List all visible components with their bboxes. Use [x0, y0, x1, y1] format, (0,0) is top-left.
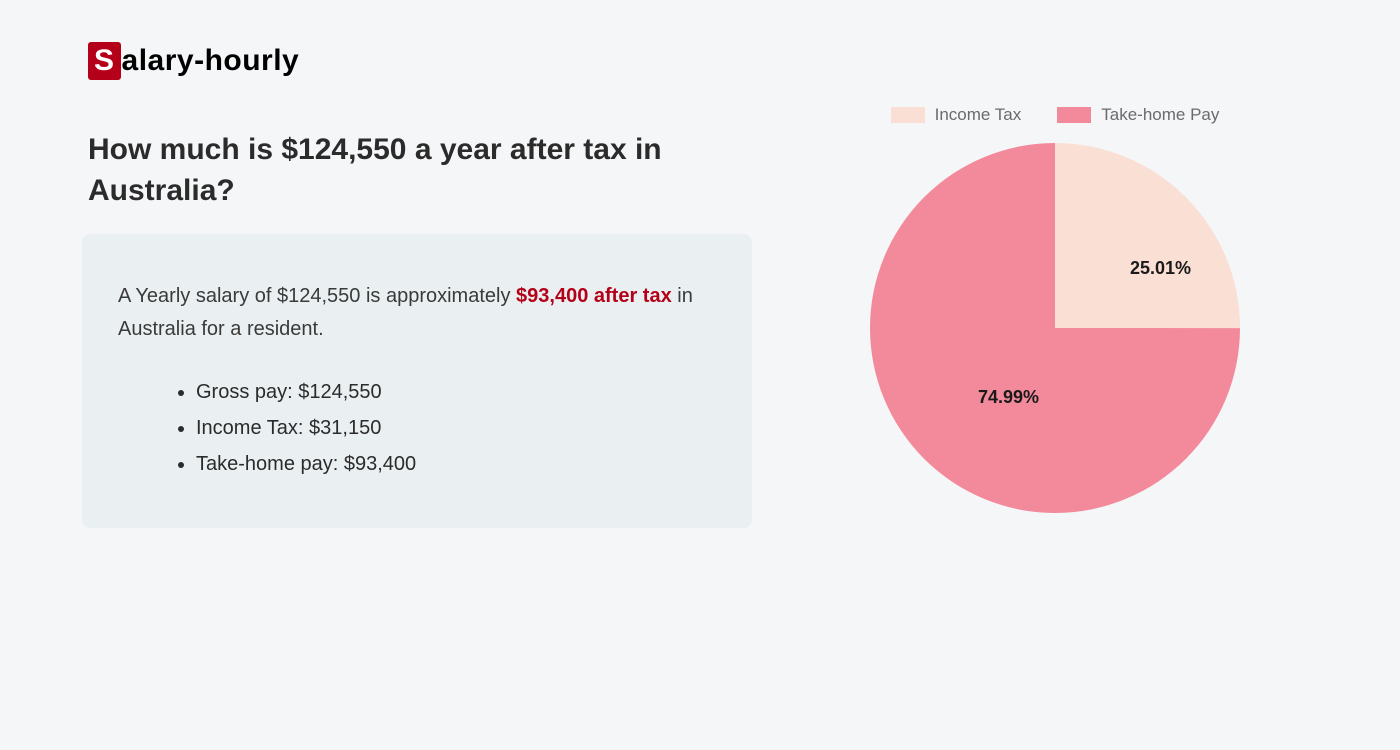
- pie-chart: 25.01% 74.99%: [870, 143, 1240, 513]
- legend-item-take-home: Take-home Pay: [1057, 105, 1219, 125]
- logo-text: alary-hourly: [122, 44, 300, 77]
- legend-label: Income Tax: [935, 105, 1022, 125]
- legend-swatch: [1057, 107, 1091, 123]
- list-item: Take-home pay: $93,400: [196, 446, 716, 482]
- summary-list: Gross pay: $124,550 Income Tax: $31,150 …: [118, 374, 716, 482]
- legend-swatch: [891, 107, 925, 123]
- list-item: Gross pay: $124,550: [196, 374, 716, 410]
- logo-badge: S: [88, 42, 121, 80]
- pie-chart-container: Income Tax Take-home Pay 25.01% 74.99%: [840, 105, 1270, 513]
- page-title: How much is $124,550 a year after tax in…: [88, 130, 728, 211]
- legend-label: Take-home Pay: [1101, 105, 1219, 125]
- summary-sentence: A Yearly salary of $124,550 is approxima…: [118, 280, 716, 346]
- pie-svg: [870, 143, 1240, 513]
- slice-label-take-home: 74.99%: [978, 387, 1039, 408]
- summary-panel: A Yearly salary of $124,550 is approxima…: [82, 234, 752, 528]
- legend-item-income-tax: Income Tax: [891, 105, 1022, 125]
- chart-legend: Income Tax Take-home Pay: [840, 105, 1270, 125]
- site-logo: Salary-hourly: [88, 42, 299, 80]
- summary-accent: $93,400 after tax: [516, 285, 672, 307]
- summary-pre: A Yearly salary of $124,550 is approxima…: [118, 285, 516, 307]
- slice-label-income-tax: 25.01%: [1130, 258, 1191, 279]
- list-item: Income Tax: $31,150: [196, 410, 716, 446]
